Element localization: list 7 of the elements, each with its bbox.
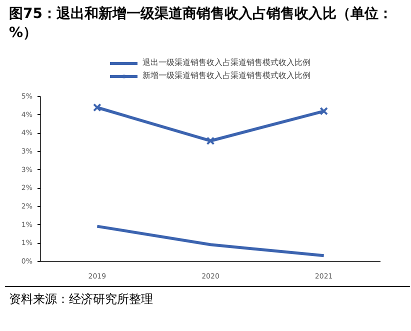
legend-label: 退出一级渠道销售收入占渠道销售模式收入比例 bbox=[142, 57, 310, 68]
point bbox=[92, 103, 102, 112]
point bbox=[206, 136, 215, 146]
text: 资料来源：经济研究所整理 bbox=[9, 291, 153, 308]
chart-title: 图75：退出和新增一级渠道商销售收入占销售收入比（单位：%） bbox=[9, 5, 394, 43]
legend-label: 新增一级渠道销售收入占渠道销售模式收入比例 bbox=[142, 70, 310, 81]
point bbox=[320, 106, 328, 116]
